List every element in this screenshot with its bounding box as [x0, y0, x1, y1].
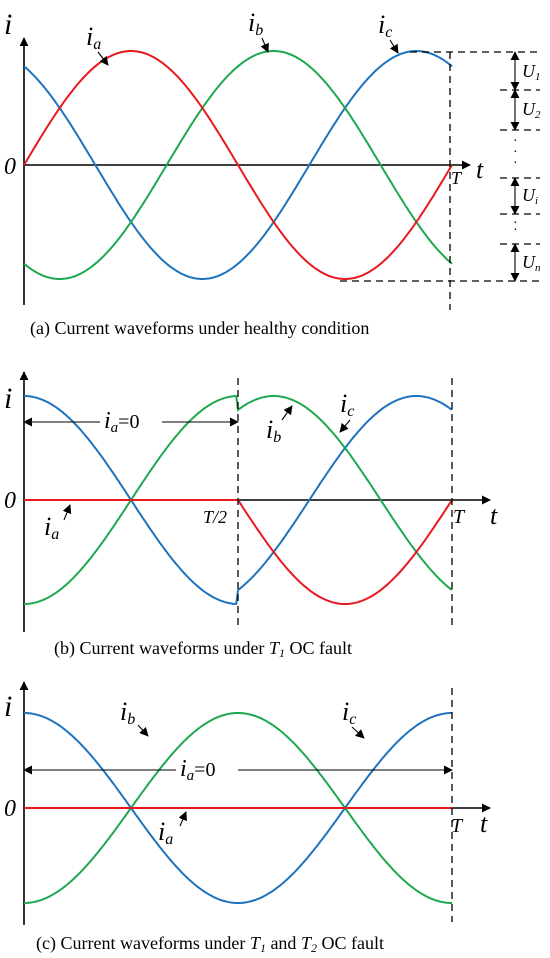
level-label-u2: U2	[522, 99, 541, 121]
origin-label-a: 0	[4, 154, 16, 180]
level-ladder: · · · · · U1 U2 Ui Un	[500, 51, 541, 282]
label-ib-a: ib	[248, 8, 269, 53]
x-label-c: t	[480, 809, 488, 838]
level-label-ui: Ui	[522, 185, 538, 207]
svg-text:·: ·	[513, 134, 518, 149]
curve-ib-b	[24, 394, 453, 605]
zero-note-b: ia=0	[104, 408, 139, 436]
y-label-b: i	[4, 382, 12, 415]
caption-c: (c) Current waveforms under T1 and T2 OC…	[36, 933, 384, 955]
label-ic-a: ic	[378, 10, 399, 54]
curve-ic-c	[24, 712, 452, 904]
svg-text:ia: ia	[158, 817, 173, 848]
svg-text:ic: ic	[342, 697, 356, 728]
y-label-c: i	[4, 690, 12, 723]
curve-ic-a	[23, 50, 453, 280]
curve-ic-b	[24, 395, 453, 606]
svg-text:·: ·	[513, 156, 518, 171]
svg-text:ib: ib	[120, 697, 135, 728]
period-label-a: T	[451, 168, 463, 188]
period-label-b: T	[453, 506, 466, 528]
curve-ib-a	[23, 50, 453, 280]
label-ia-b: ia	[44, 504, 72, 543]
origin-label-c: 0	[4, 796, 16, 822]
curve-ib-c	[24, 712, 452, 904]
svg-text:ib: ib	[266, 415, 281, 446]
svg-text:·: ·	[513, 216, 518, 231]
period-label-c: T	[451, 815, 464, 837]
svg-text:ic: ic	[378, 10, 392, 41]
caption-a: (a) Current waveforms under healthy cond…	[30, 318, 369, 339]
y-label-a: i	[4, 8, 12, 41]
panel-a: i t 0 T ia ib ic · · ·	[4, 8, 541, 339]
label-ib-c: ib	[120, 697, 149, 737]
svg-text:·: ·	[513, 145, 518, 160]
panel-c: ia=0 i t 0 T ia ib ic (c) Current wavefo…	[4, 681, 491, 955]
curve-ia-a	[23, 50, 453, 280]
svg-text:ia: ia	[44, 512, 59, 543]
svg-text:·: ·	[513, 223, 518, 238]
origin-label-b: 0	[4, 488, 16, 514]
svg-text:ib: ib	[248, 8, 263, 39]
level-label-un: Un	[522, 252, 541, 274]
panel-b: ia=0 i t 0 T/2 T ia ib ic (b) Current wa…	[4, 371, 498, 660]
caption-b: (b) Current waveforms under T1 OC fault	[54, 638, 352, 660]
label-ib-b: ib	[266, 405, 293, 446]
svg-text:ic: ic	[340, 389, 354, 420]
svg-text:ia: ia	[86, 22, 101, 53]
level-label-u1: U1	[522, 61, 541, 83]
half-label-b: T/2	[203, 507, 227, 527]
x-label-b: t	[490, 501, 498, 530]
label-ic-b: ic	[339, 389, 354, 433]
zero-note-c: ia=0	[180, 756, 215, 784]
label-ic-c: ic	[342, 697, 365, 739]
label-ia-c: ia	[158, 811, 187, 848]
x-label-a: t	[476, 155, 484, 184]
